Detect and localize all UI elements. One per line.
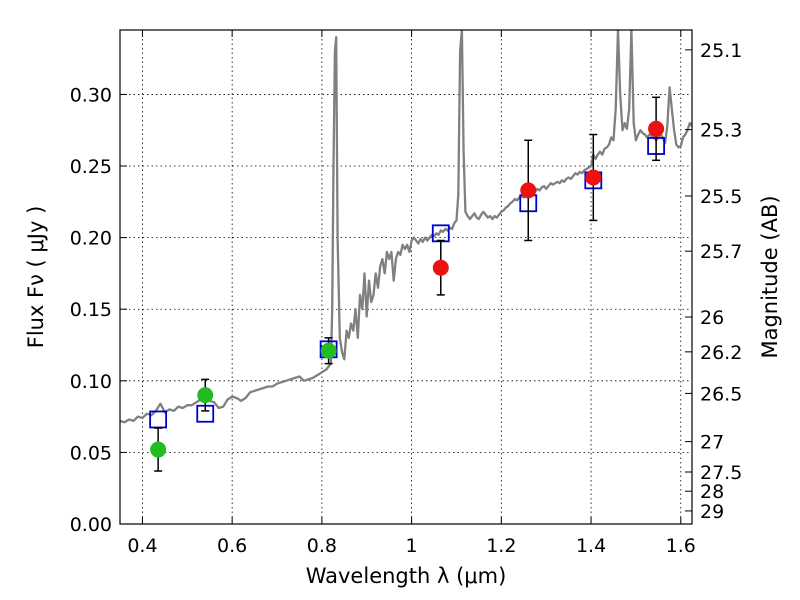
y2-tick-label: 25.1 — [700, 40, 742, 62]
observed-flux-point — [432, 259, 449, 276]
x-tick-label: 1.2 — [486, 535, 516, 557]
x-axis-title: Wavelength λ (μm) — [306, 564, 507, 588]
observed-flux-point — [197, 387, 214, 404]
observed-flux-point — [520, 182, 537, 199]
y2-tick-label: 27 — [700, 432, 724, 454]
y-tick-label: 0.25 — [70, 156, 112, 178]
spectrum-line — [120, 30, 692, 424]
y-tick-label: 0.15 — [70, 299, 112, 321]
y2-tick-label: 27.5 — [700, 462, 742, 484]
y-tick-label: 0.10 — [70, 371, 112, 393]
y2-tick-label: 26.5 — [700, 383, 742, 405]
observed-flux-point — [648, 120, 665, 137]
plot-frame — [119, 29, 693, 525]
spectrum-layer — [120, 30, 692, 424]
y2-tick-label: 29 — [700, 501, 724, 523]
observed-flux-point — [320, 342, 337, 359]
observed-flux-point — [585, 169, 602, 186]
y2-tick-label: 26.2 — [700, 342, 742, 364]
x-tick-label: 0.4 — [127, 535, 157, 557]
x-tick-label: 1.6 — [666, 535, 696, 557]
x-tick-label: 0.8 — [307, 535, 337, 557]
y-tick-label: 0.30 — [70, 84, 112, 106]
y-tick-label: 0.00 — [70, 514, 112, 536]
y2-tick-label: 26 — [700, 307, 724, 329]
y2-axis-title: Magnitude (AB) — [758, 195, 782, 358]
y2-tick-label: 25.7 — [700, 241, 742, 263]
x-tick-label: 1 — [406, 535, 418, 557]
observed-flux-point — [150, 441, 167, 458]
y-tick-label: 0.05 — [70, 442, 112, 464]
y-tick-label: 0.20 — [70, 228, 112, 250]
ticks: 0.4 0.6 0.8 1 1.2 1.4 1.6 0.00 0.05 0.10 0.15 0.20 0… — [70, 30, 742, 557]
y-axis-title: Flux Fν ( μJy ) — [24, 206, 48, 349]
y2-tick-label: 25.5 — [700, 186, 742, 208]
y2-tick-label: 25.3 — [700, 120, 742, 142]
x-tick-label: 1.4 — [576, 535, 606, 557]
photometry-layer — [149, 96, 666, 472]
y2-tick-label: 28 — [700, 481, 724, 503]
x-tick-label: 0.6 — [217, 535, 247, 557]
